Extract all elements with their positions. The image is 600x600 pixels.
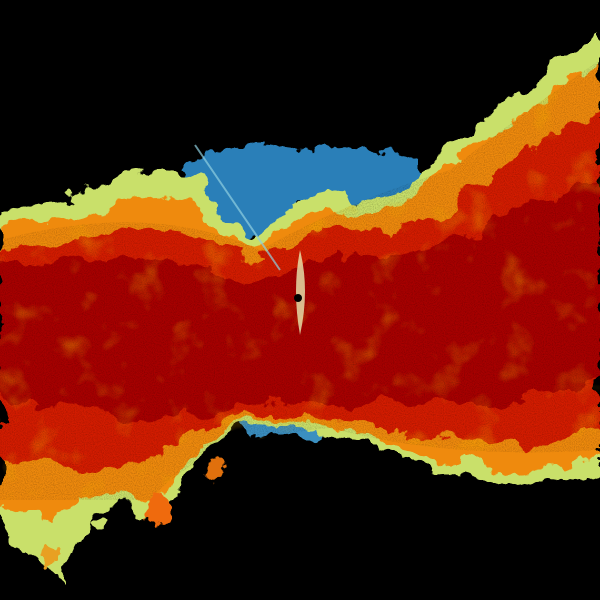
spoke <box>194 144 281 271</box>
scattered-cells <box>40 460 225 565</box>
site-clutter <box>296 250 305 335</box>
radar-site <box>294 294 302 302</box>
